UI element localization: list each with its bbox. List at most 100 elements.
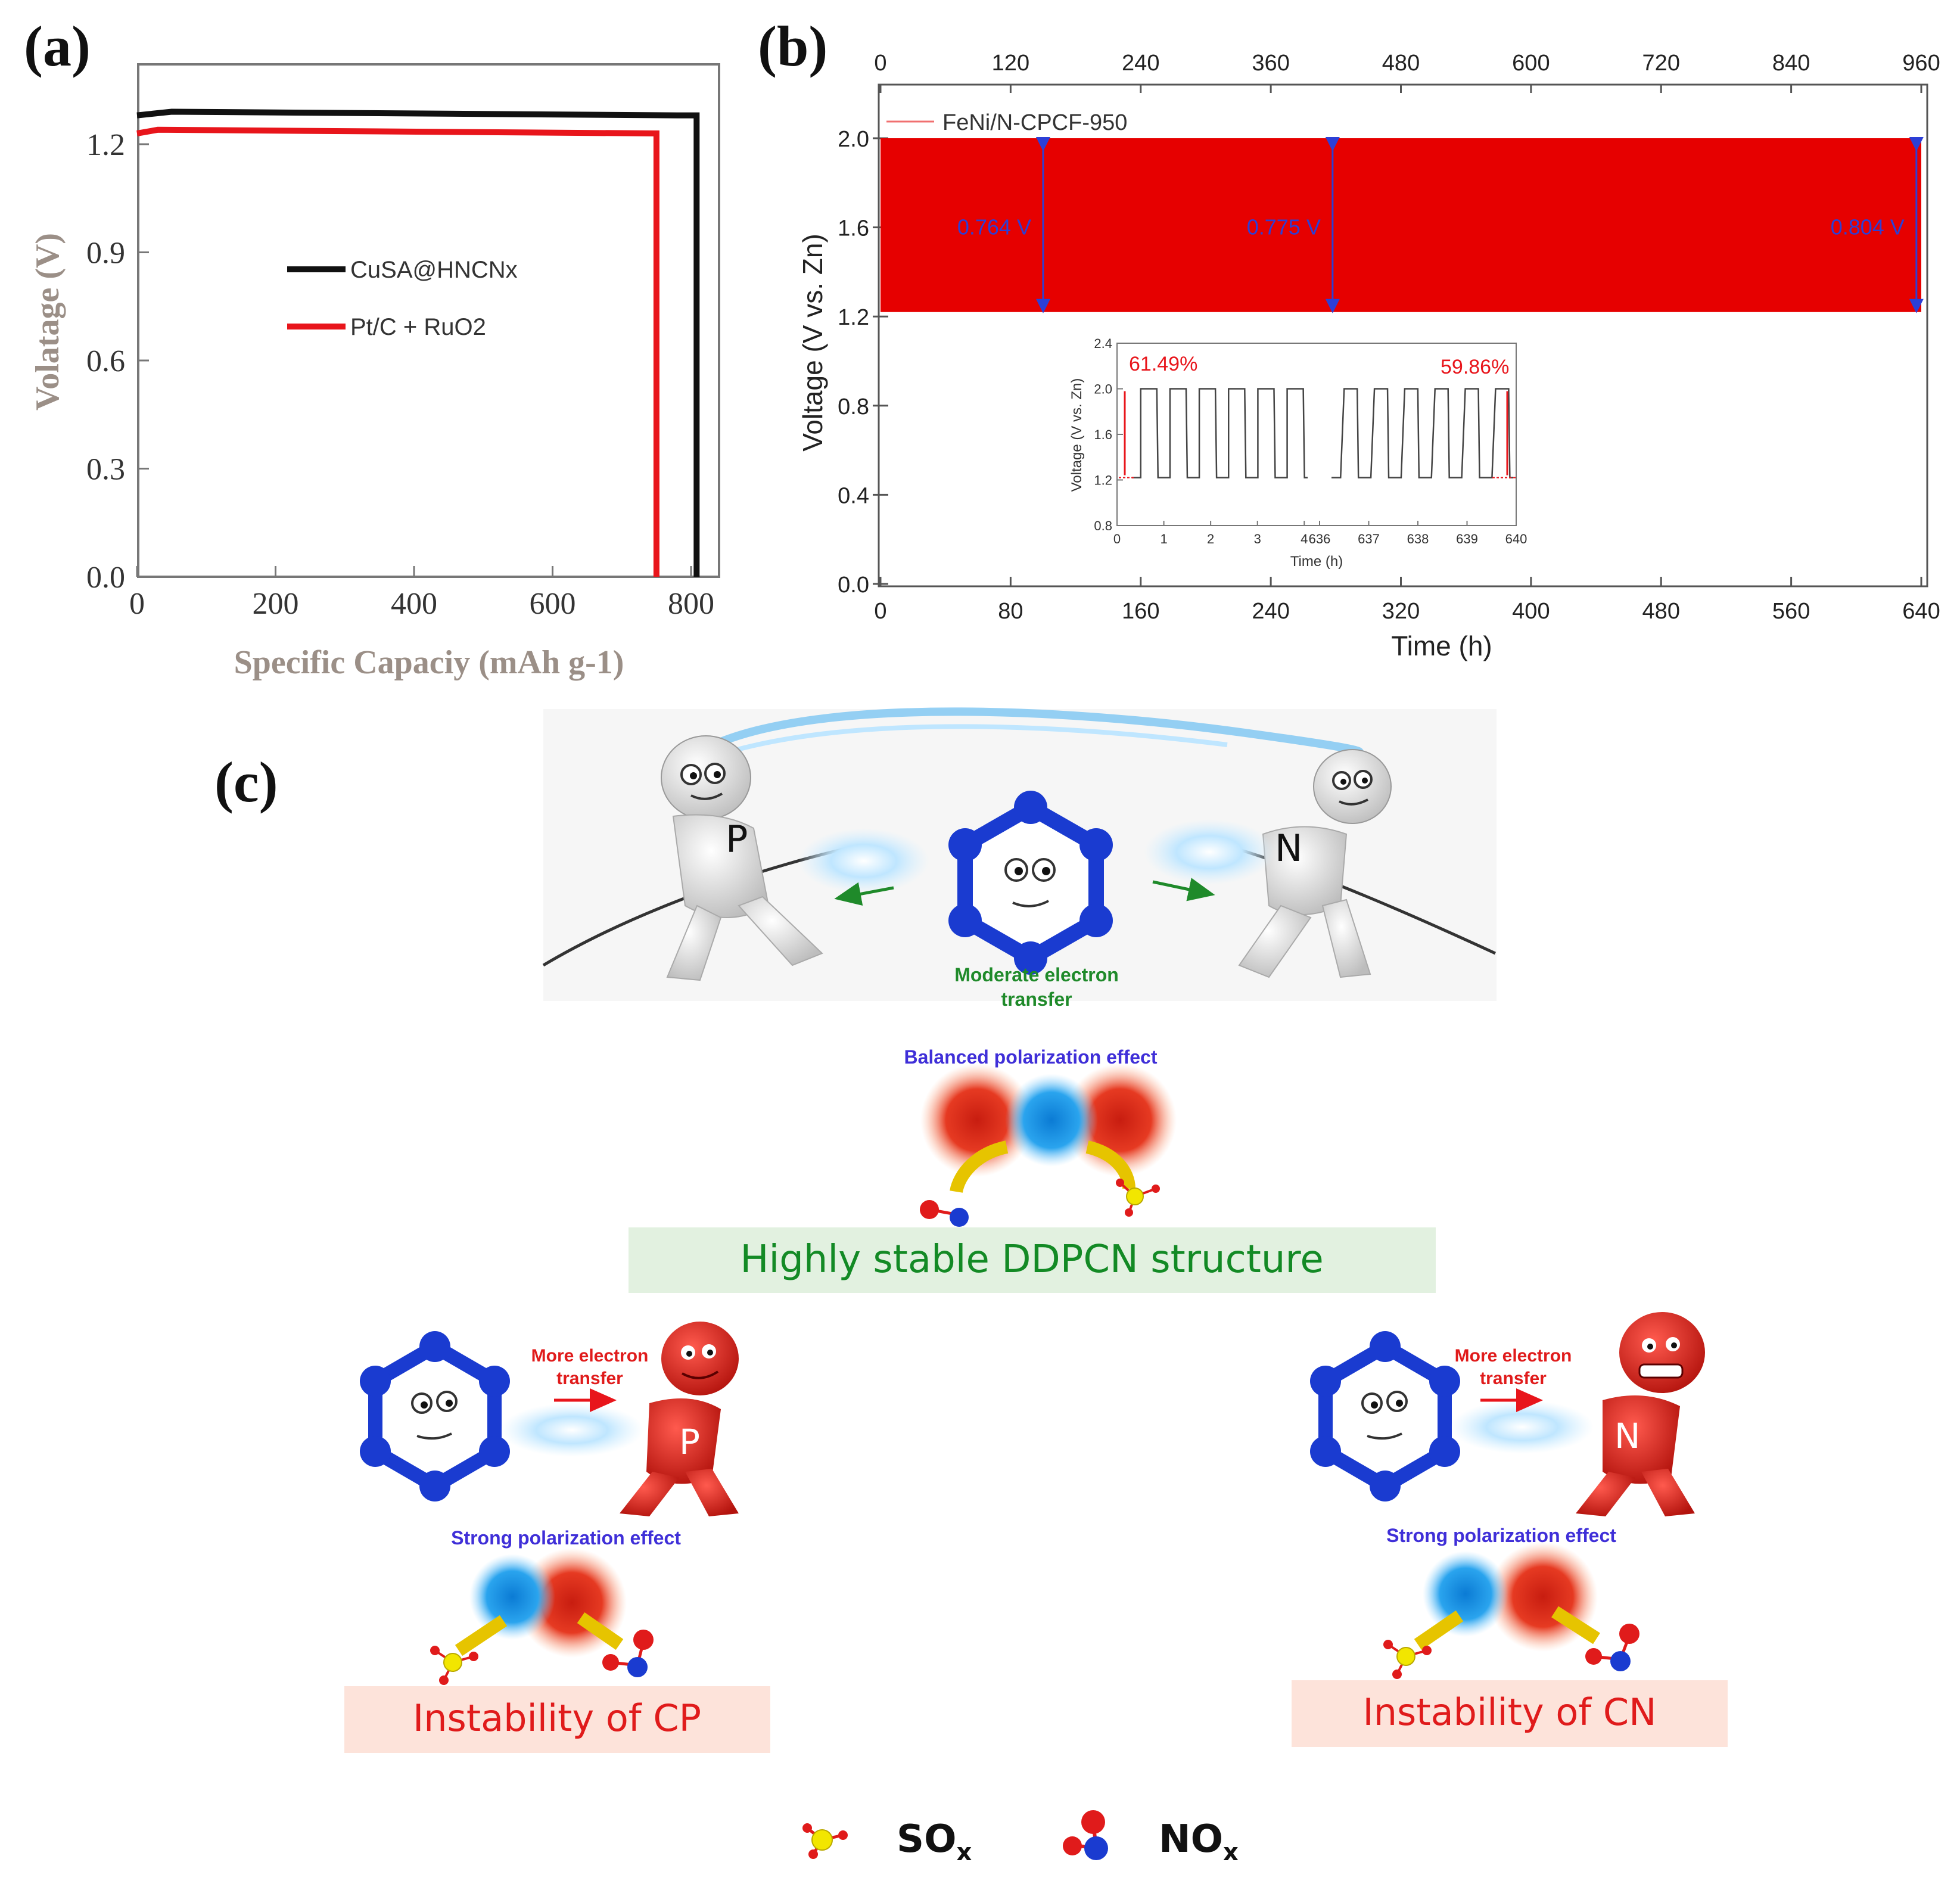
inset-xtick-label-left: 4 [1301,531,1308,546]
b-annotation-label-0: 0.764 V [957,215,1031,240]
lightning-arc-inner [732,724,1228,753]
panel-b-xlabel: Time (h) [1391,630,1492,661]
balanced-polarization-graphic: Balanced polarization effect [904,1046,1177,1227]
inset-frame [1116,343,1517,526]
b-xtick-label: 480 [1642,599,1680,624]
figure-n-smile [1339,798,1368,806]
panel-b: (b) 0 120 240 360 480 600 720 840 960 0.00.40.81… [758,14,1940,661]
panel-a: (a) 0.0 0.3 0.6 0.9 1.2 0 200 400 600 800 Volata… [24,14,720,681]
legend-label-ptc: Pt/C + RuO2 [350,314,486,340]
b-xtick-label: 0 [874,599,886,624]
hexagon-molecule-center [948,791,1113,975]
cn-red-figure-leg-right [1641,1469,1695,1516]
cp-red-figure-head [661,1322,739,1395]
b-ytick-label: 1.6 [838,216,869,241]
panel-c-label: (c) [214,750,278,814]
panel-b-yticks: 0.0 0.4 0.8 1.2 1.6 2.0 [838,127,888,598]
cp-instability-graphic: More electron transfer P Strong polariza… [344,1322,770,1753]
b-top-tick-label: 600 [1512,51,1550,76]
a-ytick-label: 0.6 [86,344,125,378]
cp-transfer-line1: More electron [531,1346,649,1366]
legend-no-icon [1063,1810,1108,1860]
tug-of-war-illustration: P N [542,707,1497,1010]
stable-banner-text: Highly stable DDPCN structure [740,1238,1323,1282]
cn-banner-bg [1292,1680,1728,1747]
b-xtick-label: 400 [1512,599,1550,624]
cp-figure-letter: P [679,1422,700,1462]
inset-xtick-label-right: 637 [1358,531,1380,546]
panel-a-legend: CuSA@HNCNx Pt/C + RuO2 [287,257,518,340]
no-molecule-small-a [920,1200,969,1227]
cp-hexagon-ring [368,1338,502,1494]
inset-yticks: 0.8 1.2 1.6 2.0 2.4 [1094,336,1123,533]
cp-spark [500,1403,643,1457]
panel-b-legend: FeNi/N-CPCF-950 [886,110,1127,135]
a-xtick-label: 800 [668,587,714,621]
cp-transfer-line2: transfer [556,1369,623,1388]
figure-p-leg-left [666,904,722,981]
b-ytick-label: 2.0 [838,127,869,152]
b-ytick-label: 0.4 [838,483,869,508]
inset-efficiency-left: 61.49% [1129,353,1197,375]
cn-so-molecule [1383,1640,1432,1679]
cp-yellow-arrow-left [455,1615,508,1656]
b-top-tick-label: 840 [1772,51,1810,76]
b-ytick-label: 0.8 [838,394,869,419]
panel-a-label: (a) [24,14,91,78]
moderate-transfer-line2: transfer [1001,988,1072,1010]
panel-a-yticks: 0.0 0.3 0.6 0.9 1.2 [86,128,149,595]
inset-ytick-label: 2.0 [1094,382,1112,397]
legend-so-icon [802,1823,848,1859]
spark-right [1144,819,1275,885]
panel-b-annotations: 0.764 V 0.775 V 0.804 V [957,137,1924,313]
a-xtick-label: 0 [129,587,145,621]
b-top-tick-label: 0 [874,51,886,76]
legend-so-label: SOx [897,1817,972,1866]
legend-no-name: NO [1159,1817,1223,1861]
cn-yellow-arrow-left [1414,1610,1464,1650]
b-annotation-label-2: 0.804 V [1831,215,1905,240]
cp-no-molecule [602,1630,654,1677]
inset-ytick-label: 1.6 [1094,427,1112,442]
figure-p-smile [690,792,723,800]
panel-a-xlabel-text: Specific Capaciy (mAh g-1) [234,644,624,681]
legend-no-label: NOx [1159,1817,1239,1866]
legend-so-name: SO [897,1817,957,1861]
panel-a-xticks: 0 200 400 600 800 [129,566,714,621]
a-ytick-label: 1.2 [86,128,125,162]
a-ytick-label: 0.0 [86,561,125,595]
hexagon-ring [957,798,1104,967]
arrow-green-left [834,882,894,906]
cp-banner-text: Instability of CP [413,1696,701,1740]
panel-c: (c) P [214,707,1728,1866]
inset-xtick-label-left: 3 [1254,531,1261,546]
inset-xtick-label-right: 639 [1456,531,1478,546]
b-top-tick-label: 960 [1902,51,1940,76]
a-xtick-label: 200 [253,587,299,621]
legend-label-cusa: CuSA@HNCNx [350,257,518,283]
b-top-tick-label: 720 [1642,51,1680,76]
cp-polarization-label: Strong polarization effect [451,1527,681,1549]
panel-b-ylabel: Voltage (V vs. Zn) [797,234,828,452]
b-xtick-label: 240 [1252,599,1289,624]
so-molecule-small-a [1116,1179,1160,1217]
b-top-tick-label: 240 [1122,51,1159,76]
inset-ytick-label: 2.4 [1094,336,1112,351]
inset-xtick-label-left: 0 [1113,531,1121,546]
legend-label-fenin: FeNi/N-CPCF-950 [942,110,1127,135]
figure-n-leg-right [1321,899,1371,978]
cn-banner-text: Instability of CN [1362,1690,1656,1734]
figure-n-pupil-right [1362,778,1368,784]
figure-n-letter: N [1275,826,1302,870]
spark-left [798,828,929,894]
cn-polarization-label: Strong polarization effect [1386,1525,1616,1546]
cn-red-figure-leg-left [1576,1472,1635,1516]
inset-xtick-label-right: 640 [1505,531,1527,546]
figure-n-pupil-left [1340,779,1346,785]
cn-hexagon-ring [1318,1338,1452,1494]
molecule-legend: SOx NOx [802,1810,1239,1866]
cn-spark [1451,1400,1594,1454]
b-xtick-label: 320 [1382,599,1420,624]
figure-p-pupil-left [690,772,697,779]
